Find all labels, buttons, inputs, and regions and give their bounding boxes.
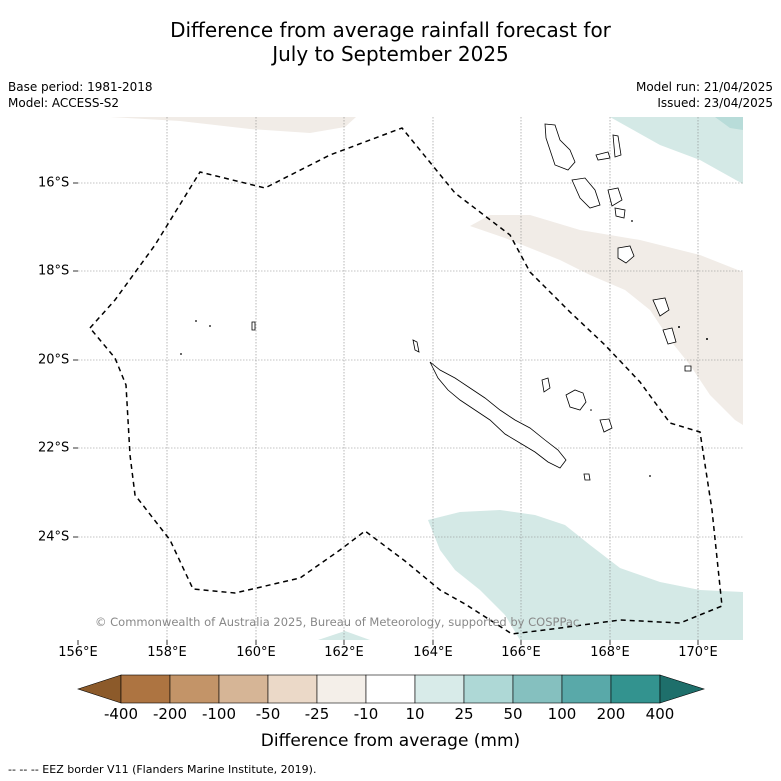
- lon-label-168e: 168°E: [590, 645, 630, 660]
- base-period-text: Base period: 1981-2018: [8, 80, 153, 94]
- mare-island: [599, 418, 613, 433]
- colorbar-tick: -200: [152, 705, 188, 723]
- ouvea-island: [541, 377, 551, 393]
- maewo-island: [612, 134, 622, 158]
- lon-label-158e: 158°E: [147, 645, 187, 660]
- lon-label-156e: 156°E: [58, 645, 98, 660]
- colorbar-tick: 25: [454, 705, 474, 723]
- belep-islands: [412, 339, 420, 353]
- run-info: Model run: 21/04/2025 Issued: 23/04/2025: [636, 79, 773, 111]
- lon-label-160e: 160°E: [236, 645, 276, 660]
- shaded-region-north-east-inner: [715, 117, 743, 130]
- lon-label-164e: 164°E: [413, 645, 453, 660]
- map-title: Difference from average rainfall forecas…: [0, 18, 781, 66]
- isle-of-pines: [583, 473, 591, 481]
- lon-label-162e: 162°E: [324, 645, 364, 660]
- axis-ticks: [73, 182, 699, 645]
- shaded-region-south: [428, 510, 743, 640]
- model-run-text: Model run: 21/04/2025: [635, 80, 773, 94]
- lifou-island: [565, 389, 587, 411]
- small-islets: [180, 220, 708, 477]
- colorbar-label: Difference from average (mm): [260, 731, 521, 751]
- colorbar-bin: [316, 674, 367, 704]
- eez-border: [89, 127, 723, 635]
- colorbar-tick: 100: [547, 705, 577, 723]
- colorbar-bin: [365, 674, 416, 704]
- model-info: Base period: 1981-2018 Model: ACCESS-S2: [8, 79, 153, 111]
- colorbar-bin: [218, 674, 269, 704]
- shaded-region-top-left: [110, 117, 356, 133]
- epi-island: [614, 207, 626, 219]
- colorbar-bins: [120, 674, 661, 704]
- lon-label-166e: 166°E: [501, 645, 541, 660]
- lat-label-22s: 22°S: [38, 440, 70, 456]
- colorbar-tick: -400: [103, 705, 139, 723]
- lon-label-170e: 170°E: [678, 645, 718, 660]
- colorbar-tick: -25: [304, 705, 330, 723]
- title-line-1: Difference from average rainfall forecas…: [170, 18, 611, 42]
- shaded-region-east: [470, 215, 743, 425]
- tanna-island: [662, 327, 677, 345]
- colorbar-bin: [512, 674, 563, 704]
- colorbar-tick: -100: [201, 705, 237, 723]
- shaded-region-north-east: [610, 117, 743, 184]
- colorbar-tick: 200: [596, 705, 626, 723]
- colorbar-bin: [610, 674, 661, 704]
- efate-island: [617, 245, 635, 264]
- issued-text: Issued: 23/04/2025: [657, 96, 773, 110]
- chesterfield-islands: [251, 321, 256, 331]
- colorbar-below-min-arrow: [77, 674, 122, 704]
- colorbar-bin: [267, 674, 318, 704]
- lat-label-20s: 20°S: [38, 352, 70, 368]
- coastlines: [251, 123, 692, 481]
- gridlines: [78, 117, 743, 640]
- colorbar-bin: [414, 674, 465, 704]
- espiritu-santo-island: [544, 123, 576, 171]
- erromango-island: [652, 297, 670, 317]
- model-text: Model: ACCESS-S2: [8, 96, 120, 110]
- lat-label-16s: 16°S: [38, 175, 70, 191]
- eez-legend-footnote: -- -- -- EEZ border V11 (Flanders Marine…: [8, 763, 317, 776]
- colorbar-tick: -10: [353, 705, 379, 723]
- malekula-island: [571, 177, 601, 209]
- title-line-2: July to September 2025: [272, 42, 509, 66]
- colorbar-tick: 50: [503, 705, 523, 723]
- aneityum-island: [684, 365, 692, 372]
- colorbar-bin: [169, 674, 220, 704]
- lat-label-18s: 18°S: [38, 263, 70, 279]
- colorbar-above-max-arrow: [659, 674, 705, 704]
- colorbar-tick: 400: [645, 705, 675, 723]
- new-caledonia-island: [429, 361, 567, 469]
- ambae-island: [595, 151, 611, 161]
- colorbar-tick: -50: [255, 705, 281, 723]
- colorbar-bin: [463, 674, 514, 704]
- shaded-region-bottom: [318, 631, 370, 640]
- pentecost-island: [607, 187, 623, 207]
- colorbar-bin: [120, 674, 171, 704]
- lat-label-24s: 24°S: [38, 529, 70, 545]
- colorbar-bin: [561, 674, 612, 704]
- colorbar: [77, 674, 705, 704]
- copyright-notice: © Commonwealth of Australia 2025, Bureau…: [95, 615, 580, 629]
- colorbar-tick: 10: [405, 705, 425, 723]
